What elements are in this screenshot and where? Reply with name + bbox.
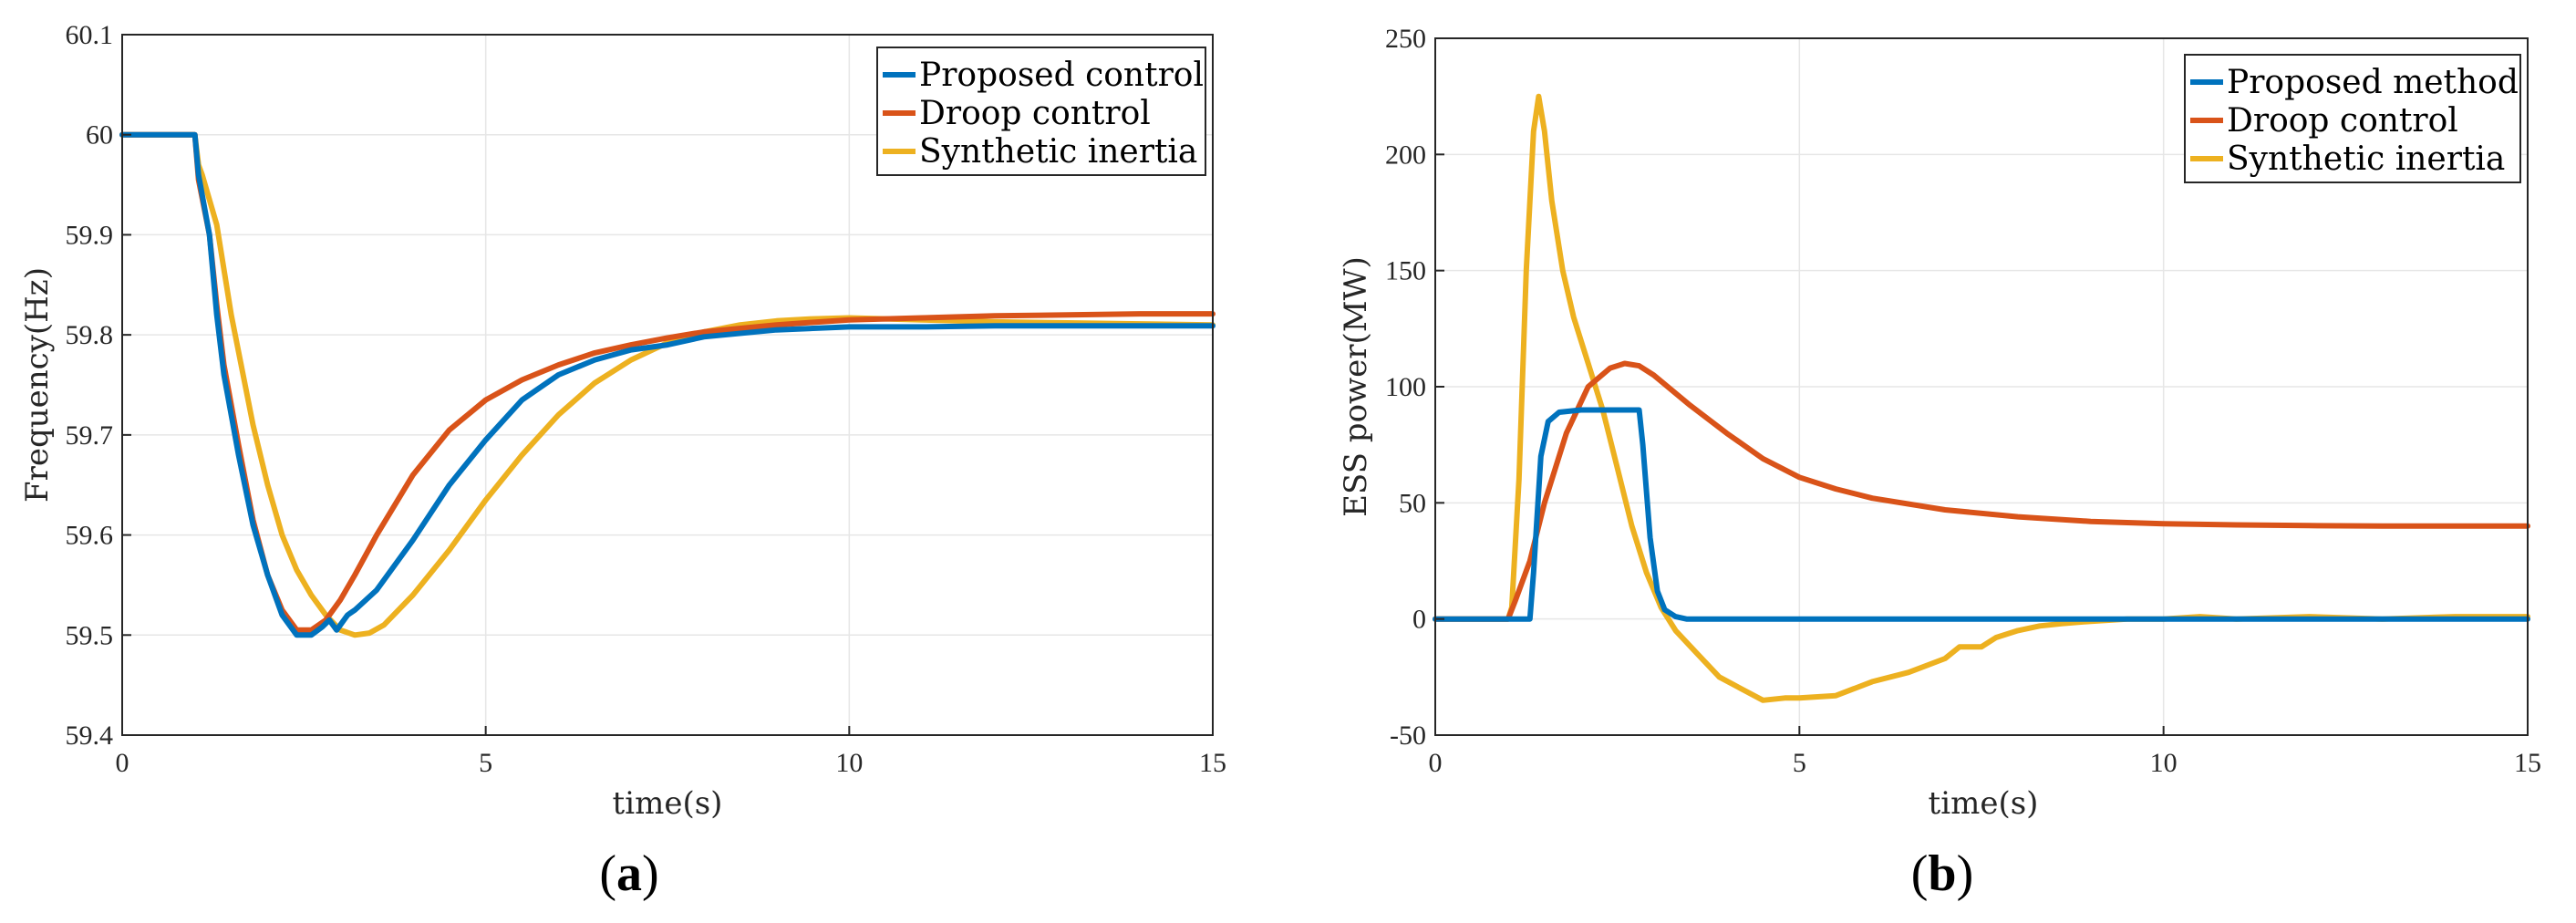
- chart-b-legend-box: [2184, 54, 2521, 183]
- chart-a-ytick-label: 59.9: [66, 220, 114, 250]
- chart-b-legend-label: Synthetic inertia: [2227, 140, 2505, 178]
- chart-a-panel-label: (a): [599, 845, 658, 902]
- chart-b-legend-label: Proposed method: [2227, 64, 2519, 101]
- chart-a-ytick-label: 59.4: [66, 721, 114, 751]
- chart-a-ylabel: Frequency(Hz): [19, 267, 56, 503]
- chart-a-legend-box: [876, 47, 1206, 176]
- chart-b-series: [1433, 93, 2530, 703]
- chart-b-series-synthetic-inertia: [1433, 93, 2530, 703]
- chart-b-xlabel: time(s): [1929, 785, 2039, 822]
- chart-b-ytick-label: 50: [1399, 488, 1426, 518]
- chart-b-panel-label: (b): [1911, 845, 1973, 902]
- chart-a-xlabel: time(s): [613, 785, 723, 822]
- chart-b-xtick-label: 0: [1429, 748, 1443, 778]
- chart-a-ytick-label: 60: [86, 120, 113, 150]
- chart-a-series-droop-control: [119, 131, 1216, 633]
- chart-a-ticks: 0 5 10 15 59.4 59.5 59.6 59.7 59.8 59.9 60 60.1: [66, 20, 1227, 778]
- chart-b-ytick-label: 100: [1385, 372, 1426, 402]
- chart-a-frequency: 0 5 10 15 59.4 59.5 59.6 59.7 59.8 59.9 60 60.1 tim…: [19, 20, 1226, 902]
- chart-b-ytick-label: -50: [1390, 721, 1426, 751]
- chart-b-panel-letter: b: [1928, 845, 1956, 902]
- chart-b-xtick-label: 15: [2514, 748, 2541, 778]
- chart-b-xtick-label: 5: [1793, 748, 1806, 778]
- chart-a-xtick-label: 15: [1199, 748, 1226, 778]
- chart-b-legend-label: Droop control: [2227, 102, 2458, 140]
- chart-a-ytick-label: 59.5: [66, 620, 114, 650]
- chart-a-ytick-label: 59.7: [66, 420, 114, 451]
- chart-a-series-proposed-control: [119, 131, 1216, 638]
- chart-a-xtick-label: 10: [835, 748, 863, 778]
- chart-a-legend-label: Proposed control: [919, 57, 1204, 94]
- chart-b-ytick-label: 200: [1385, 140, 1426, 170]
- chart-a-series-synthetic-inertia: [119, 131, 1216, 638]
- chart-a-axes-frame: [121, 34, 1214, 736]
- chart-a-legend-label: Droop control: [919, 95, 1151, 132]
- chart-b-xtick-label: 10: [2150, 748, 2178, 778]
- chart-a-xtick-label: 0: [116, 748, 129, 778]
- chart-b-ytick-label: 0: [1412, 605, 1426, 635]
- chart-b-ytick-label: 250: [1385, 24, 1426, 54]
- chart-a-ytick-label: 59.6: [66, 521, 114, 551]
- chart-b-ytick-label: 150: [1385, 256, 1426, 286]
- chart-b-series-proposed-method: [1433, 407, 2530, 622]
- chart-b-ylabel: ESS power(MW): [1338, 256, 1374, 517]
- chart-a-ytick-label: 59.8: [66, 320, 114, 350]
- chart-b-series-droop-control: [1433, 360, 2530, 622]
- chart-a-series: [119, 131, 1216, 638]
- chart-a-legend-label: Synthetic inertia: [919, 133, 1197, 171]
- chart-a-xtick-label: 5: [479, 748, 492, 778]
- chart-a-ytick-label: 60.1: [66, 20, 114, 50]
- chart-a-panel-letter: a: [616, 845, 642, 902]
